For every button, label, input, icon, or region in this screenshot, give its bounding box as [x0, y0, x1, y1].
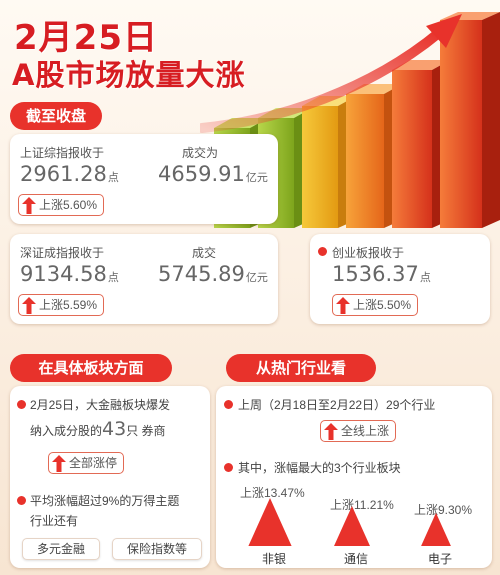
sector-line-4: 行业还有 — [30, 514, 79, 528]
sz-turnover-value-row: 5745.89亿元 — [158, 262, 268, 286]
sector-section-label: 在具体板块方面 — [10, 354, 172, 382]
sz-index-unit: 点 — [107, 271, 119, 284]
sz-index-value-row: 9134.58点 — [20, 262, 119, 286]
close-section-label: 截至收盘 — [10, 102, 102, 130]
sh-index-label: 上证综指报收于 — [20, 146, 105, 160]
sh-change: 上涨5.60% — [39, 198, 98, 212]
cy-change-tag: 上涨5.50% — [332, 294, 419, 316]
sh-index-value: 2961.28 — [20, 162, 107, 186]
limit-up: 全部涨停 — [69, 456, 118, 470]
sz-change-tag: 上涨5.59% — [18, 294, 105, 316]
sh-turnover-value-row: 4659.91亿元 — [158, 162, 268, 186]
sector-card: 2月25日，大金融板块爆发 纳入成分股的43只 券商 全部涨停 平均涨幅超过9%… — [10, 386, 210, 568]
top3-name: 通信 — [344, 552, 369, 566]
cy-index-value-row: 1536.37点 — [332, 262, 431, 286]
up-arrow-icon — [324, 423, 338, 440]
bar-6 — [440, 12, 500, 228]
top3-name: 非银 — [262, 552, 287, 566]
bullet-dot — [224, 463, 233, 472]
cy-index-value: 1536.37 — [332, 262, 419, 286]
cy-index-unit: 点 — [419, 271, 431, 284]
headline-date: 2月25日 — [14, 18, 158, 58]
sector-line-2-prefix: 纳入成分股的 — [30, 424, 103, 438]
sector-line-2-suffix: 只 券商 — [126, 424, 166, 438]
sh-turnover-value: 4659.91 — [158, 162, 245, 186]
up-arrow-icon — [336, 297, 350, 314]
sh-turnover-unit: 亿元 — [245, 171, 268, 184]
rising-arrow — [200, 27, 445, 133]
top3-change: 上涨11.21% — [330, 498, 394, 512]
bullet-dot — [318, 247, 327, 256]
sh-index-unit: 点 — [107, 171, 119, 184]
top3-triangle — [421, 512, 451, 546]
theme-tag: 保险指数等 — [112, 538, 202, 560]
theme-tag: 多元金融 — [22, 538, 100, 560]
sh-change-tag: 上涨5.60% — [18, 194, 105, 216]
all-up-tag: 全线上涨 — [320, 420, 397, 442]
sh-index-card: 上证综指报收于 成交为 2961.28点 4659.91亿元 上涨5.60% — [10, 134, 278, 224]
all-up: 全线上涨 — [341, 424, 390, 438]
cy-index-label: 创业板报收于 — [332, 246, 405, 260]
cy-change: 上涨5.50% — [353, 298, 412, 312]
bullet-dot — [224, 400, 233, 409]
sh-turnover-label: 成交为 — [182, 146, 219, 160]
top3-change: 上涨9.30% — [414, 503, 473, 517]
sz-index-label: 深证成指报收于 — [20, 246, 105, 260]
top3-name: 电子 — [428, 552, 453, 566]
top3-triangle — [248, 498, 292, 546]
sz-index-card: 深证成指报收于 成交 9134.58点 5745.89亿元 上涨5.59% — [10, 234, 278, 324]
top3-triangle — [334, 506, 370, 546]
bullet-dot — [17, 496, 26, 505]
sector-line-3: 平均涨幅超过9%的万得主题 — [30, 494, 180, 508]
sz-turnover-value: 5745.89 — [158, 262, 245, 286]
sz-index-value: 9134.58 — [20, 262, 107, 286]
arrow-head — [426, 14, 462, 48]
up-arrow-icon — [52, 455, 66, 472]
top3-triangles — [248, 498, 451, 546]
limit-up-tag: 全部涨停 — [48, 452, 125, 474]
sz-change: 上涨5.59% — [39, 298, 98, 312]
up-arrow-icon — [22, 197, 36, 214]
top3-change: 上涨13.47% — [240, 486, 305, 500]
sector-line-2: 纳入成分股的43只 券商 — [30, 418, 166, 440]
up-arrow-icon — [22, 297, 36, 314]
sector-broker-count: 43 — [102, 418, 127, 440]
sh-index-value-row: 2961.28点 — [20, 162, 119, 186]
cy-index-card: 创业板报收于 1536.37点 上涨5.50% — [310, 234, 490, 324]
industry-section-label: 从热门行业看 — [226, 354, 376, 382]
industry-week-line: 上周（2月18日至2月22日）29个行业 — [238, 398, 436, 412]
headline-title: A股市场放量大涨 — [12, 58, 246, 92]
sector-line-1: 2月25日，大金融板块爆发 — [30, 398, 171, 412]
industry-top3-line: 其中，涨幅最大的3个行业板块 — [238, 461, 401, 475]
industry-card: 上周（2月18日至2月22日）29个行业 全线上涨 其中，涨幅最大的3个行业板块… — [216, 386, 492, 568]
sz-turnover-label: 成交 — [192, 246, 217, 260]
sz-turnover-unit: 亿元 — [245, 271, 268, 284]
bullet-dot — [17, 400, 26, 409]
